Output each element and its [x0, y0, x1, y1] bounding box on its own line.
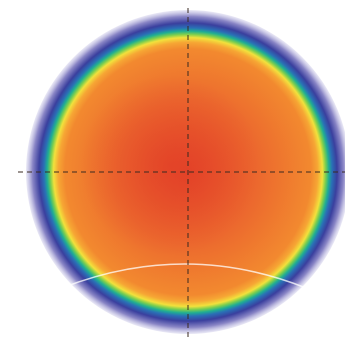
reflection-arc [61, 263, 307, 289]
beam-hotspot [80, 75, 260, 255]
